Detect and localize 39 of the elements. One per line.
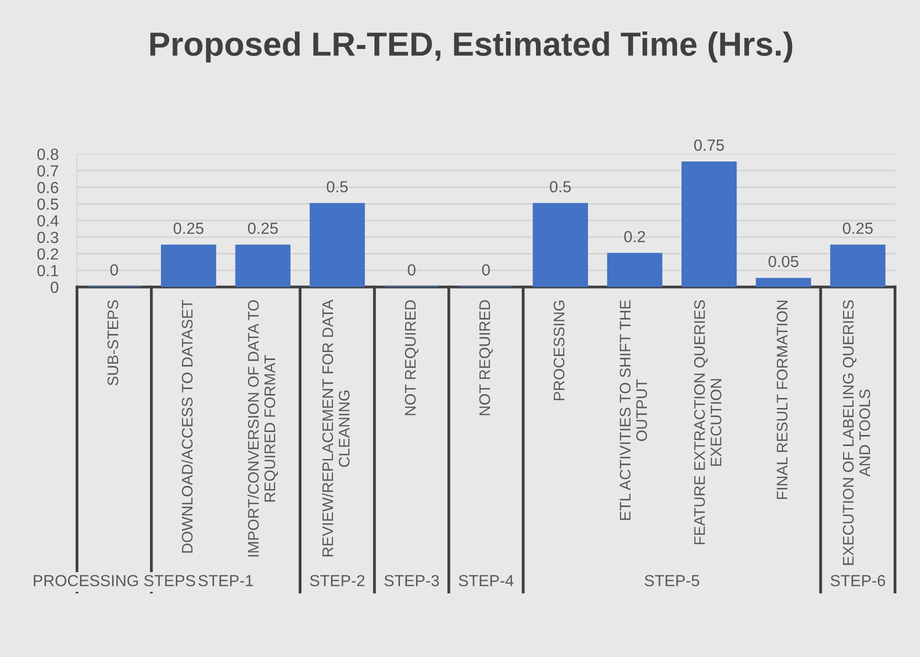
y-tick-label: 0.3	[37, 232, 58, 244]
y-tick-label: 0.6	[37, 182, 58, 194]
text: STEP-5	[644, 574, 700, 586]
y-tick-label: 0.8	[37, 148, 58, 160]
y-tick-label: 0.4	[37, 215, 58, 226]
y-tick-label: 0.7	[37, 165, 58, 177]
x-tick-label: EXECUTION OF LABELING QUERIES AND TOOLS	[842, 300, 870, 565]
x-tick-label: DOWNLOAD/ACCESS TO DATASET	[181, 300, 193, 553]
data-label: 0.25	[842, 222, 873, 234]
text: STEP-3	[384, 574, 439, 586]
data-label: 0	[110, 264, 118, 276]
data-label: 0.5	[550, 181, 571, 192]
data-label: 0.5	[326, 181, 348, 192]
text: STEP-2	[310, 574, 364, 586]
y-tick-label: 0	[50, 282, 58, 293]
x-tick-label: REVIEW/REPLACEMENT FOR DATA CLEANING	[322, 300, 350, 556]
x-tick-label: ETL ACTIVITIES TO SHIFT THE OUTPUT	[620, 300, 648, 520]
data-label: 0.25	[174, 222, 204, 234]
data-label: 0	[408, 264, 416, 276]
data-label: 0	[482, 264, 490, 276]
text: STEP-4	[458, 574, 514, 586]
text: STEP-6	[830, 574, 886, 586]
text: STEP-1	[198, 574, 253, 586]
text: PROCESSING STEPS	[34, 574, 196, 586]
data-label: 0.2	[624, 230, 646, 242]
x-tick-label: NOT REQUIRED	[404, 300, 418, 416]
chart-title: Proposed LR-TED, Estimated Time (Hrs.)	[150, 31, 792, 63]
x-tick-label: FINAL RESULT FORMATION	[776, 300, 788, 499]
x-tick-label: NOT REQUIRED	[479, 300, 493, 416]
data-label: 0.25	[248, 222, 278, 234]
x-tick-label: IMPORT/CONVERSION OF DATA TO REQUIRED FORMAT	[248, 300, 278, 556]
data-label: 0.75	[694, 140, 724, 151]
y-tick-label: 0.2	[37, 248, 58, 260]
x-tick-label: PROCESSING	[554, 300, 564, 400]
y-tick-label: 0.5	[37, 198, 58, 210]
data-label: 0.05	[768, 256, 798, 268]
x-tick-label: SUB-STEPS	[107, 300, 118, 386]
y-tick-label: 0.1	[37, 265, 58, 276]
x-tick-label: FEATURE EXTRACTION QUERIES EXECUTION	[694, 300, 722, 544]
